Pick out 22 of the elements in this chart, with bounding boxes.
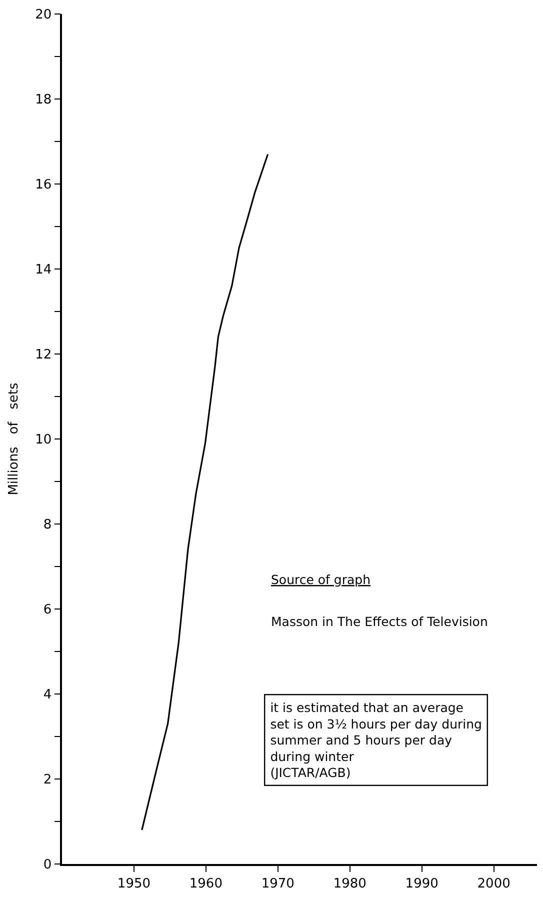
- y-tick-label: 16: [35, 178, 52, 193]
- y-tick-label: 20: [35, 8, 52, 23]
- y-tick-label: 0: [43, 858, 52, 873]
- y-tick-label: 8: [43, 518, 52, 533]
- y-tick-label: 18: [35, 92, 52, 108]
- annotation: it is estimated that an average set is on 3½ hours per day during summer and 5 hours per day during winter (JICTAR/AGB): [270, 700, 482, 780]
- x-tick-label: 1950: [117, 876, 151, 892]
- y-tick-label: 14: [35, 262, 52, 278]
- y-tick-label: 12: [35, 348, 52, 363]
- x-tick-label: 1970: [261, 876, 294, 892]
- annotation: Source of graph: [271, 572, 371, 587]
- y-tick-label: 10: [35, 432, 52, 448]
- line-series: [141, 153, 269, 831]
- x-tick-label: 2000: [477, 876, 510, 892]
- x-tick-label: 1990: [405, 876, 438, 892]
- annotation: Masson in The Effects of Television: [271, 614, 488, 629]
- y-tick-label: 4: [43, 688, 52, 703]
- y-tick-label: 2: [43, 772, 52, 788]
- y-tick-label: 6: [43, 602, 52, 618]
- x-tick-label: 1980: [333, 876, 366, 892]
- x-tick-label: 1960: [189, 876, 222, 892]
- y-axis-title: Millions of sets: [6, 382, 22, 496]
